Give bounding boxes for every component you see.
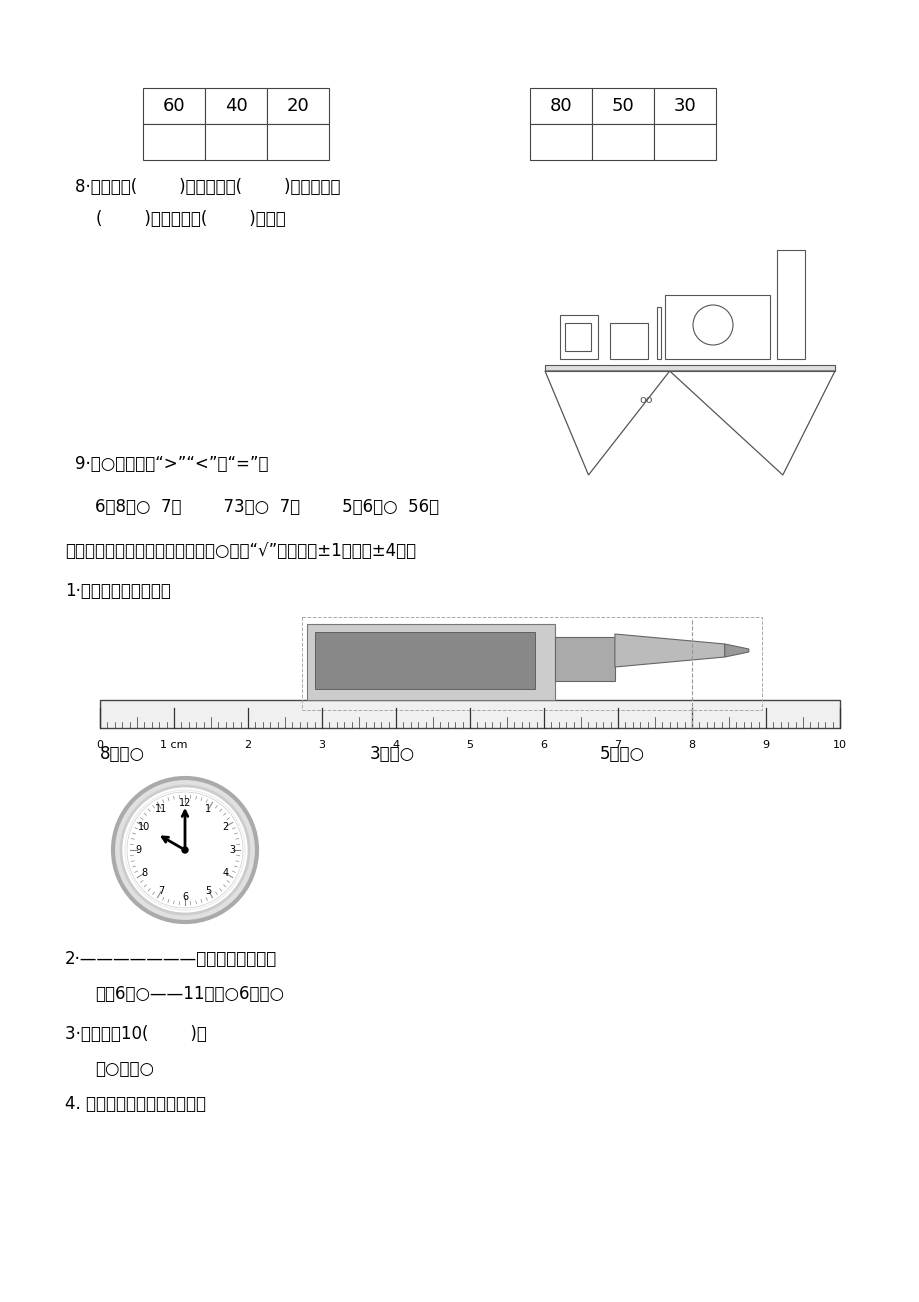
- Text: 6: 6: [540, 740, 547, 750]
- Bar: [529, 124, 591, 160]
- Text: 6元8角○  7元        73角○  7元        5元6角○  56角: 6元8角○ 7元 73角○ 7元 5元6角○ 56角: [95, 497, 438, 516]
- Text: 7: 7: [614, 740, 621, 750]
- Text: 9: 9: [762, 740, 768, 750]
- Text: 1 cm: 1 cm: [160, 740, 187, 750]
- Text: 二、我会选。（在正确答案后面的○里画“√”）（每题±1分，共±4分）: 二、我会选。（在正确答案后面的○里画“√”）（每题±1分，共±4分）: [65, 542, 415, 560]
- Text: 3·一拹长约10(        )。: 3·一拹长约10( )。: [65, 1025, 207, 1043]
- Text: 8: 8: [142, 868, 147, 879]
- Bar: [653, 89, 715, 124]
- Bar: [554, 637, 614, 681]
- Bar: [777, 250, 804, 359]
- Bar: [564, 323, 590, 352]
- Bar: [544, 365, 834, 371]
- Text: 11: 11: [155, 805, 167, 814]
- Text: 0: 0: [96, 740, 103, 750]
- Bar: [301, 617, 761, 710]
- Text: oo: oo: [639, 395, 652, 405]
- Circle shape: [127, 792, 243, 907]
- Circle shape: [692, 305, 732, 345]
- Bar: [267, 89, 329, 124]
- Text: 8厘米○: 8厘米○: [100, 745, 145, 763]
- Text: 4: 4: [222, 868, 229, 879]
- Text: 8: 8: [687, 740, 695, 750]
- Bar: [142, 124, 205, 160]
- Bar: [560, 315, 597, 359]
- Bar: [205, 124, 267, 160]
- Text: 大分6时○——11时半○6时整○: 大分6时○——11时半○6时整○: [95, 986, 284, 1003]
- Text: 30: 30: [673, 98, 696, 115]
- Text: 4. 一个篮球的价格是多少元？: 4. 一个篮球的价格是多少元？: [65, 1095, 206, 1113]
- Polygon shape: [614, 634, 724, 667]
- Text: 米○厘米○: 米○厘米○: [95, 1060, 153, 1078]
- Bar: [609, 323, 647, 359]
- Text: 9: 9: [135, 845, 141, 855]
- Bar: [656, 307, 660, 359]
- Text: 2: 2: [244, 740, 251, 750]
- Text: 9·在○　里填上“>”“<”或“=”。: 9·在○ 里填上“>”“<”或“=”。: [75, 454, 268, 473]
- Bar: [100, 700, 839, 728]
- Text: 1: 1: [205, 805, 211, 814]
- Text: 3厘米○: 3厘米○: [369, 745, 414, 763]
- Text: 50: 50: [611, 98, 634, 115]
- Bar: [205, 89, 267, 124]
- Bar: [591, 89, 653, 124]
- Text: 4: 4: [392, 740, 399, 750]
- Bar: [653, 124, 715, 160]
- Text: 3: 3: [318, 740, 325, 750]
- Text: 3: 3: [229, 845, 235, 855]
- Text: 2: 2: [222, 822, 229, 832]
- Bar: [591, 124, 653, 160]
- Text: 10: 10: [138, 822, 151, 832]
- Text: 2·———————哪个是正确时间？: 2·———————哪个是正确时间？: [65, 950, 277, 967]
- Circle shape: [113, 779, 256, 922]
- Text: 5: 5: [205, 885, 211, 896]
- Text: 5厘米○: 5厘米○: [599, 745, 644, 763]
- Text: 80: 80: [549, 98, 572, 115]
- Text: 12: 12: [178, 798, 191, 809]
- Bar: [315, 631, 535, 689]
- Bar: [307, 624, 554, 700]
- Text: 8·右图中有(        )个三角形、(        )个正方形，: 8·右图中有( )个三角形、( )个正方形，: [75, 178, 340, 197]
- Text: 6: 6: [182, 892, 187, 902]
- Text: 1·胶水瓶长多少厘米？: 1·胶水瓶长多少厘米？: [65, 582, 171, 600]
- Circle shape: [182, 848, 187, 853]
- Bar: [664, 296, 769, 359]
- Polygon shape: [724, 644, 748, 658]
- Text: 20: 20: [287, 98, 309, 115]
- Text: 40: 40: [224, 98, 247, 115]
- Text: 7: 7: [158, 885, 165, 896]
- Circle shape: [121, 786, 249, 914]
- Bar: [142, 89, 205, 124]
- Bar: [529, 89, 591, 124]
- Text: (        )个长方形、(        )个圆。: ( )个长方形、( )个圆。: [75, 210, 286, 228]
- Text: 10: 10: [832, 740, 846, 750]
- Text: 60: 60: [163, 98, 185, 115]
- Circle shape: [125, 790, 244, 910]
- Bar: [267, 124, 329, 160]
- Text: 5: 5: [466, 740, 473, 750]
